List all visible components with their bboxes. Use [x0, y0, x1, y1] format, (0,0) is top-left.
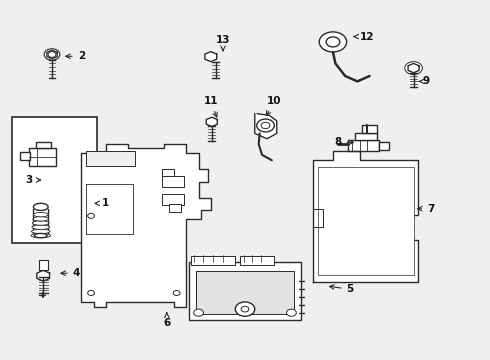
Bar: [36, 142, 51, 148]
Ellipse shape: [32, 225, 49, 229]
Text: 7: 7: [417, 204, 434, 214]
Bar: [162, 176, 184, 187]
Polygon shape: [255, 114, 277, 139]
Ellipse shape: [33, 212, 48, 217]
Bar: [20, 152, 30, 160]
Polygon shape: [81, 144, 211, 307]
Bar: [362, 126, 377, 134]
Bar: [355, 134, 377, 140]
Bar: [162, 169, 174, 176]
Bar: [86, 151, 135, 166]
Circle shape: [44, 49, 60, 60]
Circle shape: [235, 302, 255, 316]
Ellipse shape: [32, 221, 49, 225]
Circle shape: [326, 37, 340, 47]
Circle shape: [88, 213, 95, 219]
Text: 1: 1: [95, 198, 109, 208]
Ellipse shape: [33, 217, 49, 221]
Bar: [347, 140, 379, 150]
Polygon shape: [408, 63, 419, 73]
Ellipse shape: [33, 203, 48, 211]
Circle shape: [173, 291, 180, 296]
Circle shape: [48, 51, 56, 57]
Bar: [189, 262, 301, 320]
Bar: [162, 194, 184, 205]
Text: 3: 3: [25, 175, 41, 185]
Bar: [318, 167, 414, 275]
Circle shape: [241, 306, 249, 312]
Text: 2: 2: [66, 51, 85, 61]
Polygon shape: [37, 270, 49, 281]
Circle shape: [194, 309, 203, 316]
Polygon shape: [314, 151, 418, 282]
Text: 4: 4: [61, 268, 80, 278]
Circle shape: [287, 309, 296, 316]
Text: 9: 9: [419, 76, 429, 86]
Text: 11: 11: [203, 96, 218, 117]
Text: 6: 6: [163, 313, 171, 328]
Bar: [39, 260, 48, 270]
Text: 8: 8: [334, 138, 353, 147]
Bar: [191, 256, 235, 265]
Text: 5: 5: [330, 284, 354, 294]
Text: 10: 10: [267, 96, 282, 116]
Circle shape: [319, 32, 346, 52]
Text: 12: 12: [354, 32, 374, 41]
Circle shape: [405, 62, 422, 75]
Bar: [28, 148, 56, 166]
Bar: [379, 141, 389, 149]
Polygon shape: [206, 117, 217, 127]
Ellipse shape: [34, 233, 47, 238]
Circle shape: [257, 119, 274, 132]
Circle shape: [261, 122, 270, 129]
Circle shape: [88, 291, 95, 296]
Bar: [12, 117, 98, 243]
Polygon shape: [205, 51, 217, 62]
Bar: [169, 204, 181, 212]
Ellipse shape: [31, 233, 50, 238]
Text: 13: 13: [216, 35, 230, 51]
Bar: [196, 271, 294, 315]
Polygon shape: [47, 50, 57, 59]
Ellipse shape: [31, 229, 50, 234]
Bar: [240, 256, 274, 265]
